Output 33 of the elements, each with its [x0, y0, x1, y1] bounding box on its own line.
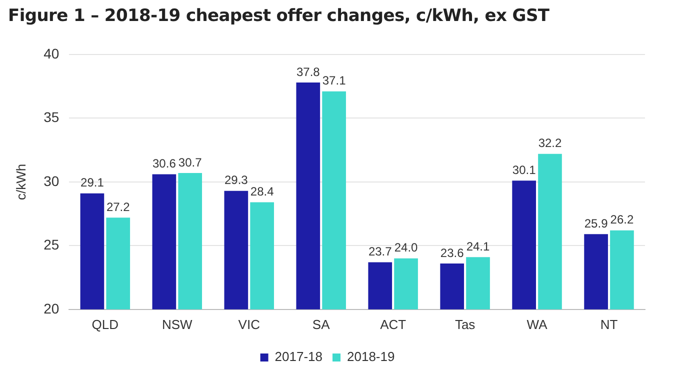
x-tick-label: NSW — [162, 316, 194, 332]
y-tick-label: 40 — [44, 45, 60, 62]
legend-label: 2018-19 — [347, 349, 395, 364]
data-label: 24.0 — [394, 240, 418, 255]
data-label: 32.2 — [538, 136, 562, 150]
y-tick-label: 25 — [44, 236, 60, 253]
data-label: 30.6 — [152, 156, 176, 171]
data-label: 23.7 — [368, 244, 392, 259]
legend-label: 2017-18 — [274, 349, 323, 364]
data-label: 24.1 — [466, 239, 490, 254]
y-tick-label: 35 — [44, 109, 60, 126]
x-tick-label: ACT — [380, 316, 406, 332]
x-tick-label: Tas — [454, 316, 476, 332]
data-label: 28.4 — [250, 184, 274, 199]
y-axis-title: c/kWh — [13, 164, 28, 200]
data-label: 30.7 — [178, 155, 202, 170]
data-label: 27.2 — [106, 200, 130, 214]
data-label: 23.6 — [440, 246, 464, 260]
data-label: 29.3 — [224, 173, 248, 188]
y-tick-label: 30 — [44, 172, 60, 189]
data-label: 30.1 — [512, 162, 536, 177]
data-label: 25.9 — [584, 216, 608, 230]
x-tick-label: WA — [526, 316, 548, 332]
data-label: 37.1 — [322, 74, 346, 88]
x-tick-label: VIC — [238, 316, 260, 332]
data-label: 37.8 — [296, 64, 320, 79]
data-label: 29.1 — [80, 176, 104, 190]
x-tick-label: QLD — [92, 316, 119, 332]
data-label: 26.2 — [610, 212, 634, 227]
chart-title: Figure 1 – 2018-19 cheapest offer changes, c/kWh, ex GST — [8, 6, 550, 26]
x-tick-label: SA — [312, 316, 330, 332]
y-tick-label: 20 — [44, 300, 60, 316]
x-tick-label: NT — [600, 316, 618, 332]
